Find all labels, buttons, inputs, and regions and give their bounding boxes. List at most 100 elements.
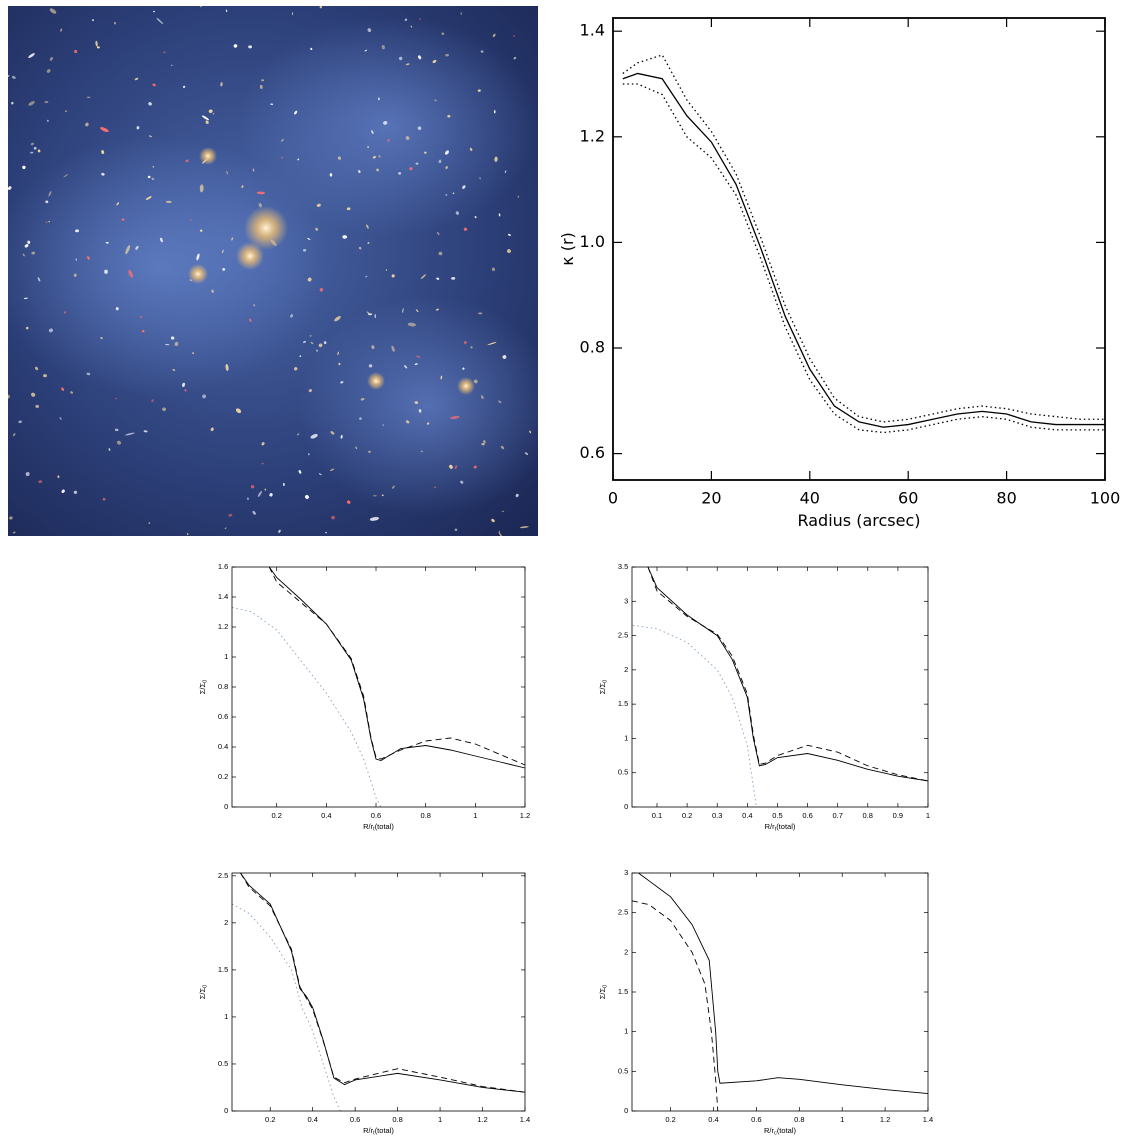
- star: [398, 172, 402, 175]
- star: [487, 341, 497, 346]
- y-tick-label: 1: [224, 1012, 228, 1021]
- star: [257, 490, 262, 497]
- star: [481, 442, 485, 446]
- series-line: [240, 872, 526, 1093]
- star: [30, 142, 34, 146]
- series-line: [622, 83, 1105, 434]
- star: [31, 251, 36, 255]
- star: [8, 74, 10, 77]
- y-axis-label-sub: 0: [603, 680, 609, 683]
- star: [381, 494, 384, 497]
- plot-frame: [612, 17, 1106, 481]
- y-tick-label: 0: [624, 802, 628, 811]
- star: [445, 53, 450, 57]
- star: [205, 120, 209, 125]
- star: [500, 445, 505, 450]
- star: [337, 156, 342, 160]
- series-line: [240, 872, 526, 1093]
- star: [302, 248, 307, 252]
- star: [104, 269, 108, 274]
- star: [171, 64, 173, 67]
- star: [364, 49, 368, 52]
- y-tick-label: 0.6: [580, 443, 605, 462]
- star: [358, 170, 361, 174]
- star: [438, 251, 443, 256]
- star: [12, 531, 16, 534]
- y-axis-label-text: Σ/Σ: [598, 988, 607, 1000]
- x-tick-label: 0.4: [742, 811, 752, 820]
- plot-frame: [631, 566, 929, 808]
- star: [473, 379, 478, 384]
- star: [366, 224, 369, 229]
- star: [148, 102, 152, 106]
- star: [182, 85, 186, 88]
- x-tick-label: 0.2: [271, 811, 281, 820]
- star: [374, 314, 377, 319]
- star: [24, 244, 29, 248]
- star: [134, 77, 139, 81]
- star: [391, 345, 395, 352]
- star: [491, 518, 495, 523]
- star: [479, 176, 481, 180]
- star: [524, 452, 529, 455]
- y-tick-label: 2: [224, 918, 228, 927]
- star: [102, 497, 106, 501]
- star: [63, 311, 67, 314]
- x-axis-label-end: (total): [777, 1126, 797, 1135]
- star: [355, 446, 358, 450]
- star: [391, 274, 395, 278]
- star: [250, 485, 255, 489]
- star: [310, 47, 313, 51]
- x-tick-label: 0.6: [350, 1115, 360, 1124]
- star: [404, 365, 408, 369]
- chart: 0.1 0.2 0.3 0.4 0.5 0.6 0.7 0.8 0.9 1 0 0.5 1 1.5 2 2.5…: [598, 562, 930, 833]
- y-tick-label: 1.2: [580, 126, 605, 145]
- x-axis-label: R/rt(total): [363, 1126, 394, 1137]
- star: [323, 341, 327, 345]
- star: [49, 8, 57, 14]
- star: [159, 237, 163, 243]
- star: [152, 166, 155, 168]
- star: [116, 202, 120, 206]
- star: [182, 382, 186, 387]
- x-tick-label: 1.4: [923, 1115, 933, 1124]
- x-tick-label: 0.4: [321, 811, 331, 820]
- star: [249, 318, 252, 323]
- star: [432, 59, 437, 64]
- star: [338, 362, 341, 366]
- x-tick-label: 0.4: [708, 1115, 718, 1124]
- x-tick-label: 1.2: [880, 1115, 890, 1124]
- y-tick-label: 0.5: [618, 768, 628, 777]
- star: [367, 450, 372, 453]
- series-line: [622, 72, 1105, 428]
- x-axis-label: Radius (arcsec): [797, 511, 920, 530]
- star: [449, 464, 453, 469]
- y-tick-label: 0: [624, 1106, 628, 1115]
- star: [329, 173, 333, 177]
- star: [507, 233, 511, 236]
- y-tick-label: 2.5: [618, 908, 628, 917]
- star: [299, 355, 302, 358]
- star: [23, 297, 28, 300]
- star: [258, 202, 262, 208]
- y-tick-label: 2.5: [218, 871, 228, 880]
- y-tick-label: 0.2: [218, 772, 228, 781]
- star: [404, 18, 408, 22]
- y-tick-label: 1.2: [218, 622, 228, 631]
- star: [462, 185, 466, 189]
- star: [220, 82, 223, 87]
- star: [101, 150, 105, 154]
- chart: 0.2 0.4 0.6 0.8 1 1.2 1.4 0 0.5 1 1.5 2 2.5 3 R/rc(tot…: [598, 868, 933, 1137]
- x-tick-label: 60: [898, 489, 918, 508]
- x-tick-label: 100: [1090, 489, 1121, 508]
- star: [409, 167, 413, 171]
- x-tick-label: 0.8: [863, 811, 873, 820]
- x-axis-label-sub: t: [373, 1131, 375, 1137]
- star: [37, 277, 41, 282]
- star: [45, 221, 48, 224]
- y-axis-label-text: Σ/Σ: [198, 988, 207, 1000]
- star: [28, 101, 35, 106]
- star: [253, 304, 255, 307]
- star: [383, 121, 388, 125]
- star: [172, 368, 176, 371]
